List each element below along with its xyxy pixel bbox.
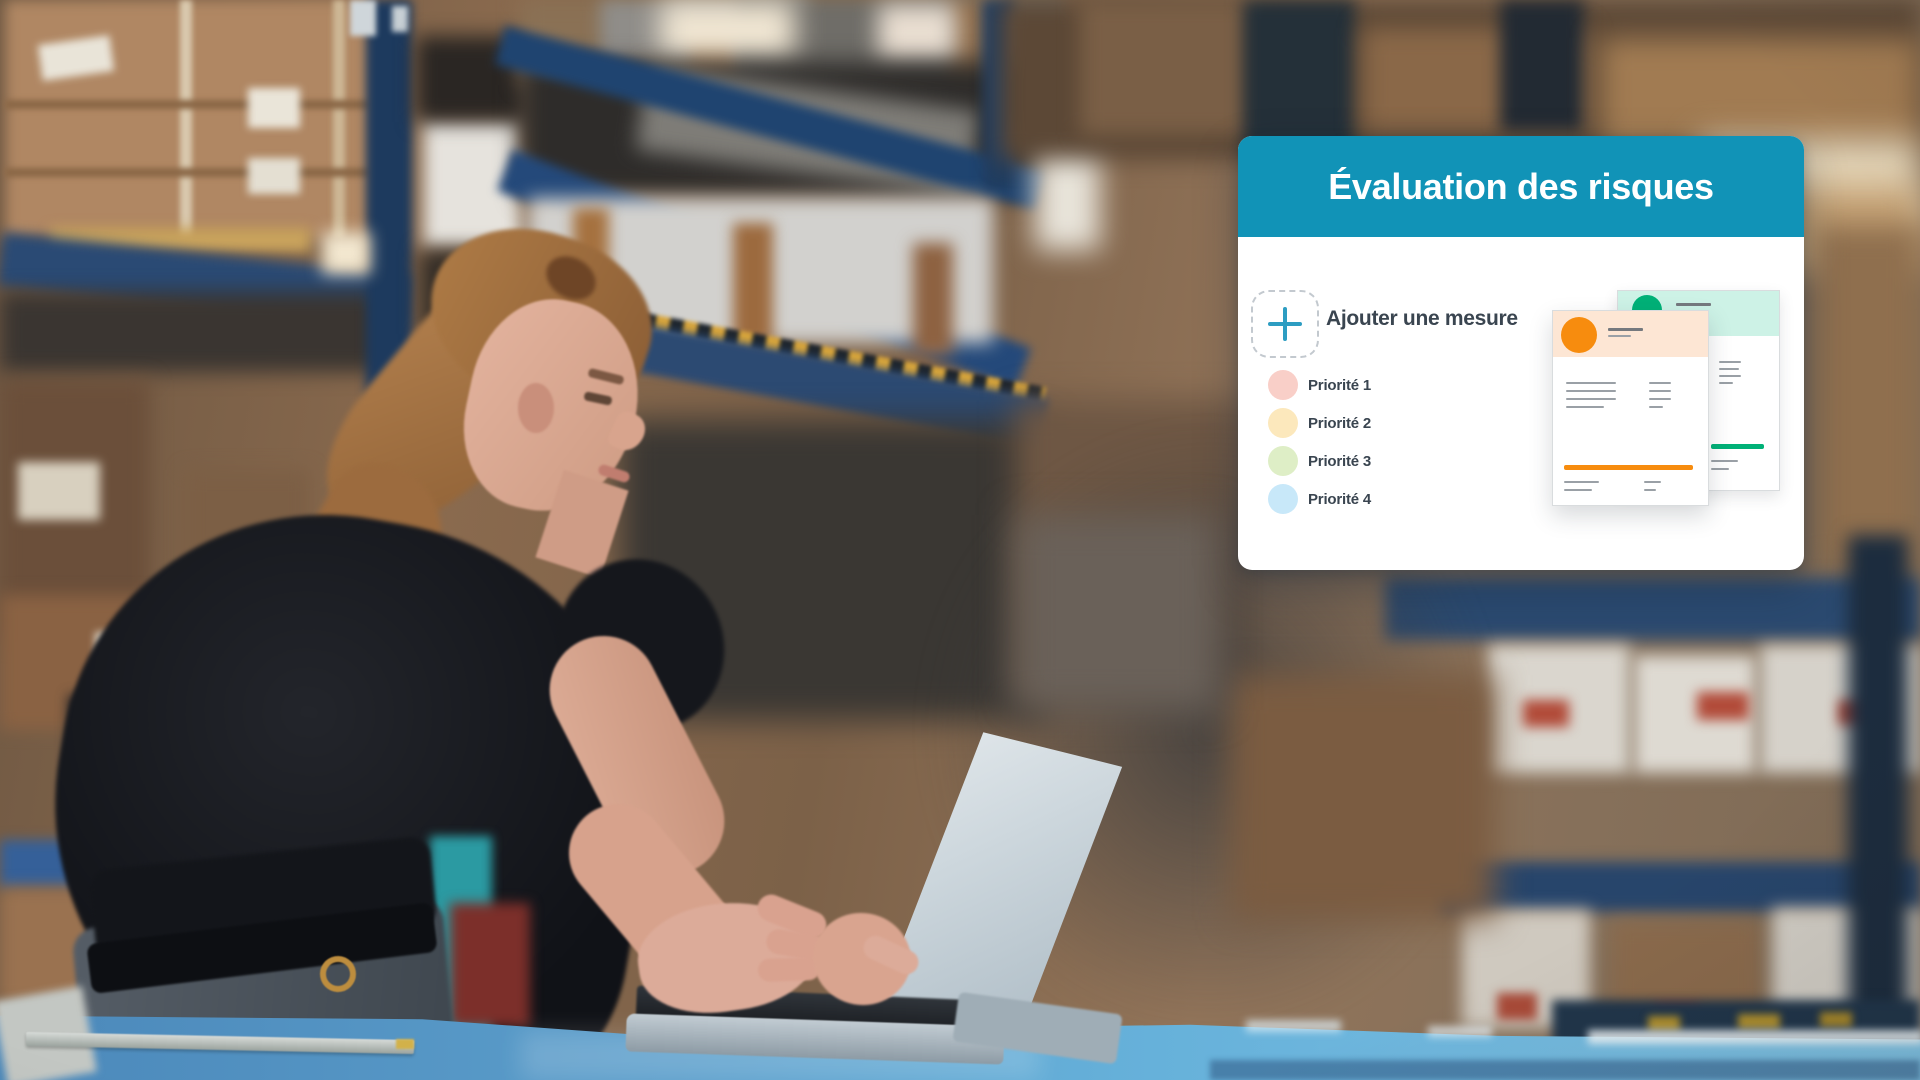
warehouse-light <box>322 232 370 274</box>
doc-line <box>1644 489 1656 491</box>
post-glint <box>350 0 376 36</box>
light-spot <box>660 0 795 60</box>
red-crate <box>450 903 530 1027</box>
doc-accent-bar <box>1564 465 1693 470</box>
doc-line <box>1566 390 1616 392</box>
table-front-edge <box>1210 1060 1920 1080</box>
doc-line <box>1564 489 1592 491</box>
doc-line <box>1644 481 1661 483</box>
rack-post <box>1500 0 1584 132</box>
priority-label: Priorité 1 <box>1308 376 1372 394</box>
document-preview-orange <box>1552 310 1709 506</box>
add-measure-label: Ajouter une mesure <box>1326 307 1518 330</box>
wood-post <box>913 243 953 355</box>
card-title: Évaluation des risques <box>1328 165 1714 207</box>
doc-line <box>1719 368 1739 370</box>
doc-line <box>1719 375 1741 377</box>
doc-line <box>1564 481 1599 483</box>
doc-line <box>1676 303 1711 306</box>
stacked-boxes <box>1600 38 1920 153</box>
shrink-wrap-highlight <box>1588 1030 1920 1044</box>
red-box-label <box>1497 993 1537 1020</box>
priority-color-dot <box>1268 370 1298 400</box>
pallet-strap <box>180 0 192 238</box>
priority-row: Priorité 1 <box>1268 370 1371 400</box>
stacked-boxes <box>1815 225 1920 565</box>
pallet-base-marking <box>1738 1014 1780 1029</box>
doc-line <box>1608 328 1643 331</box>
worker-ear <box>518 383 554 433</box>
pallet-base-marking <box>1648 1016 1680 1031</box>
shelf-shadow <box>0 292 390 372</box>
priority-legend: Priorité 1 Priorité 2 Priorité 3 Priorit… <box>1268 370 1371 522</box>
doc-line <box>1566 382 1616 384</box>
priority-label: Priorité 4 <box>1308 490 1372 508</box>
plus-icon <box>1253 292 1317 356</box>
doc-line <box>1649 398 1671 400</box>
box-label <box>248 158 300 194</box>
rack-post <box>1848 535 1908 1080</box>
priority-label: Priorité 2 <box>1308 414 1372 432</box>
doc-line <box>1608 335 1631 337</box>
priority-label: Priorité 3 <box>1308 452 1372 470</box>
rack-beam <box>1440 862 1920 912</box>
doc-line <box>1649 382 1671 384</box>
doc-line <box>1649 406 1663 408</box>
add-measure-button[interactable] <box>1251 290 1319 358</box>
wood-post <box>733 223 773 345</box>
document-previews <box>1238 237 1804 570</box>
doc-line <box>1711 468 1729 470</box>
shrink-wrap-highlight <box>1428 1026 1492 1037</box>
stacked-boxes <box>1080 0 1255 135</box>
card-body: Ajouter une mesure Priorité 1 Priorité 2… <box>1238 237 1804 570</box>
priority-row: Priorité 3 <box>1268 446 1371 476</box>
box-label <box>248 88 300 128</box>
doc-line <box>1566 398 1616 400</box>
doc-line <box>1719 361 1741 363</box>
priority-color-dot <box>1268 484 1298 514</box>
worker-finger <box>757 956 821 983</box>
pallet-seam <box>5 168 370 177</box>
box-label <box>18 462 100 520</box>
doc-line <box>1566 406 1604 408</box>
priority-row: Priorité 4 <box>1268 484 1371 514</box>
card-header: Évaluation des risques <box>1238 136 1804 237</box>
post-glint <box>392 6 408 32</box>
rack-post <box>1243 0 1355 155</box>
shelf-shadow <box>1015 515 1220 710</box>
doc-line <box>1719 382 1733 384</box>
doc-accent-bar <box>1711 444 1764 449</box>
ruler-sticker <box>396 1039 414 1049</box>
doc-line <box>1649 390 1671 392</box>
risk-assessment-card: Évaluation des risques Ajouter une mesur… <box>1238 136 1804 570</box>
document-avatar-dot <box>1561 317 1597 353</box>
priority-row: Priorité 2 <box>1268 408 1371 438</box>
doc-line <box>1711 460 1738 462</box>
shrink-wrap-highlight <box>1246 1020 1341 1032</box>
red-box-label <box>1523 700 1569 727</box>
pallet-strap <box>333 0 345 238</box>
pallet-seam <box>5 100 370 109</box>
priority-color-dot <box>1268 446 1298 476</box>
priority-color-dot <box>1268 408 1298 438</box>
stacked-boxes <box>1230 675 1495 920</box>
light-spot <box>878 4 956 64</box>
red-box-label <box>1697 692 1749 720</box>
pallet-base-marking <box>1820 1012 1852 1027</box>
